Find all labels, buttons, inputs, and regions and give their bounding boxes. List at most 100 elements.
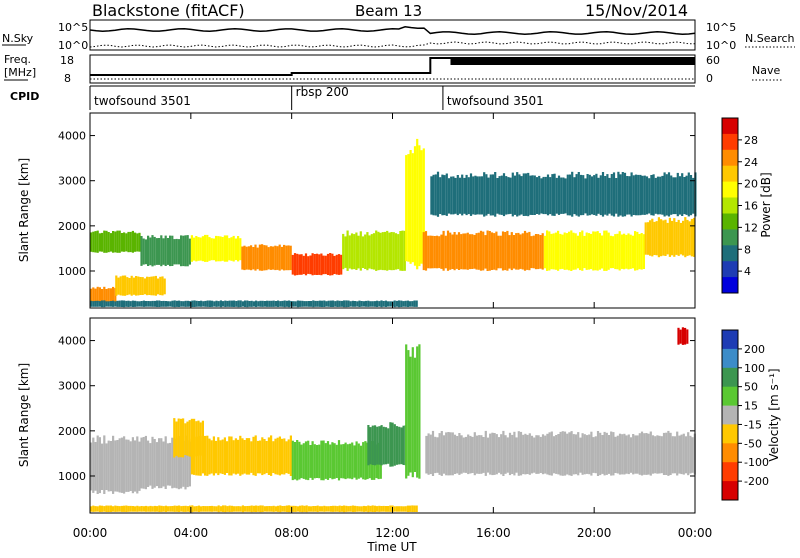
power-cell	[490, 232, 494, 270]
colorbar-swatch	[722, 181, 738, 198]
power-cell	[279, 301, 282, 307]
power-cell	[222, 301, 225, 307]
velocity-cell	[90, 506, 93, 512]
velocity-cell	[278, 436, 281, 476]
power-cell	[288, 300, 291, 308]
power-cell	[326, 253, 330, 275]
velocity-cell	[686, 329, 689, 344]
power-cell	[533, 175, 536, 215]
velocity-cell	[336, 506, 339, 512]
power-cell	[371, 301, 374, 307]
velocity-cell	[327, 506, 330, 512]
power-cell	[280, 246, 283, 270]
velocity-cell	[391, 422, 394, 467]
velocity-cell	[411, 347, 414, 478]
power-cell	[544, 176, 547, 215]
velocity-cell	[478, 435, 481, 474]
power-cell	[382, 301, 385, 307]
velocity-cell	[318, 506, 321, 512]
power-cell	[315, 253, 319, 275]
power-cell	[433, 236, 436, 269]
velocity-cell	[537, 435, 540, 474]
velocity-cell	[376, 506, 379, 512]
velocity-cell	[162, 506, 165, 512]
velocity-y-axis: 4000 3000 2000 1000	[58, 335, 695, 483]
power-cell	[478, 176, 481, 215]
power-cell	[215, 300, 218, 307]
velocity-cell	[616, 435, 619, 474]
power-cell	[389, 301, 392, 307]
power-cell	[603, 230, 606, 271]
colorbar-swatch	[722, 386, 738, 407]
power-cell	[302, 255, 305, 275]
velocity-cell	[158, 505, 161, 512]
velocity-cell	[296, 506, 299, 512]
power-cell	[528, 231, 531, 271]
power-cell	[548, 231, 551, 271]
velocity-cell	[603, 431, 606, 476]
power-cell	[232, 235, 235, 262]
power-cell	[327, 300, 330, 307]
power-cell	[574, 233, 577, 270]
velocity-cell	[347, 506, 350, 512]
velocity-cell	[557, 434, 560, 475]
power-cell	[648, 178, 651, 214]
velocity-cell	[246, 506, 249, 512]
power-cell	[561, 234, 564, 269]
nsky-traces	[89, 26, 696, 48]
velocity-cell	[387, 506, 390, 512]
power-cell	[404, 300, 407, 307]
velocity-cell	[178, 505, 181, 512]
power-cell	[381, 232, 384, 271]
velocity-cell	[228, 505, 231, 512]
velocity-cell	[145, 505, 148, 512]
velocity-cell	[101, 505, 104, 512]
power-cell	[677, 219, 680, 256]
velocity-cell	[226, 441, 229, 473]
freq-panel: Freq. [MHz] 18 8 60 0 Nave	[4, 53, 782, 85]
velocity-cell	[544, 435, 547, 474]
velocity-cell	[678, 435, 681, 474]
y-tick-label: 2000	[58, 425, 86, 438]
velocity-cell	[610, 431, 613, 476]
power-cell	[147, 301, 150, 307]
velocity-cell	[239, 435, 242, 476]
power-cell	[409, 301, 412, 307]
power-cell	[138, 301, 141, 307]
power-cell	[585, 232, 588, 270]
power-cell	[579, 232, 582, 271]
velocity-cell	[351, 505, 354, 512]
power-cell	[500, 175, 503, 215]
power-cell	[283, 300, 286, 308]
velocity-cell	[184, 505, 187, 512]
velocity-cell	[335, 444, 338, 478]
velocity-cell	[300, 444, 303, 479]
velocity-cell	[684, 436, 688, 474]
y-tick-label: 3000	[58, 380, 86, 393]
power-cell	[501, 231, 505, 271]
power-cell	[342, 233, 345, 270]
power-cell	[502, 173, 506, 217]
velocity-cell	[156, 506, 159, 512]
power-cell	[278, 244, 281, 271]
power-cell	[239, 300, 242, 307]
velocity-cell	[440, 431, 443, 476]
velocity-cell	[325, 506, 328, 512]
velocity-cell	[92, 505, 95, 512]
power-cell	[197, 237, 200, 261]
power-cell	[405, 155, 408, 262]
power-cell	[235, 301, 238, 307]
power-cell	[333, 255, 336, 274]
power-cell	[233, 300, 236, 307]
velocity-cell	[120, 437, 123, 493]
power-cell	[496, 178, 499, 214]
power-cell	[440, 234, 443, 269]
velocity-cell	[245, 438, 248, 475]
velocity-cell	[241, 505, 244, 513]
power-cell	[101, 232, 104, 252]
power-cell	[160, 235, 163, 267]
power-cell	[114, 231, 117, 253]
power-cell	[197, 301, 200, 307]
velocity-cell	[349, 505, 352, 512]
